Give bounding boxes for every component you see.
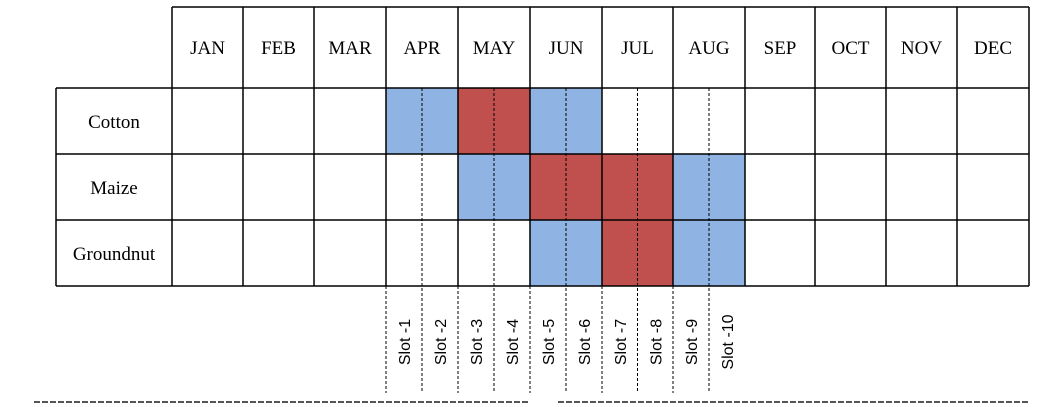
- month-header: OCT: [832, 38, 870, 59]
- table-grid: [55, 6, 1030, 393]
- blue-slot-cell: [494, 154, 530, 220]
- blue-slot-cell: [673, 220, 709, 286]
- blue-slot-cell: [673, 154, 709, 220]
- blue-slot-cell: [422, 88, 458, 154]
- blue-slot-cell: [566, 88, 602, 154]
- month-header: JUN: [549, 38, 584, 59]
- month-headers: JAN FEB MAR APR MAY JUN JUL AUG SEP OCT NOV DEC: [190, 38, 1012, 59]
- slot-label: Slot -4: [505, 319, 522, 365]
- crop-label: Cotton: [88, 112, 140, 133]
- month-header: MAR: [328, 38, 372, 59]
- blue-slot-cell: [530, 220, 566, 286]
- crop-label: Maize: [90, 178, 137, 199]
- month-header: SEP: [764, 38, 797, 59]
- slot-label: Slot -9: [684, 319, 701, 365]
- month-header: MAY: [473, 38, 516, 59]
- blue-slot-cell: [386, 88, 422, 154]
- slot-fills: [386, 88, 745, 286]
- month-header: FEB: [261, 38, 296, 59]
- crop-labels: Cotton Maize Groundnut: [73, 112, 156, 265]
- slot-label: Slot -8: [648, 319, 665, 365]
- red-slot-cell: [637, 220, 673, 286]
- slot-label: Slot -1: [397, 319, 414, 365]
- slot-label: Slot -5: [541, 319, 558, 365]
- slot-label: Slot -10: [720, 314, 737, 369]
- slot-label: Slot -2: [433, 319, 450, 365]
- crop-label: Groundnut: [73, 244, 156, 265]
- month-header: DEC: [974, 38, 1012, 59]
- slot-labels: Slot -1 Slot -2 Slot -3 Slot -4 Slot -5 Slot …: [397, 314, 737, 369]
- month-header: JAN: [190, 38, 225, 59]
- month-header: AUG: [688, 38, 729, 59]
- blue-slot-cell: [709, 154, 745, 220]
- month-header: APR: [404, 38, 441, 59]
- month-header: JUL: [621, 38, 654, 59]
- red-slot-cell: [494, 88, 530, 154]
- slot-label: Slot -6: [577, 319, 594, 365]
- red-slot-cell: [602, 154, 638, 220]
- blue-slot-cell: [566, 220, 602, 286]
- month-header: NOV: [901, 38, 942, 59]
- red-slot-cell: [637, 154, 673, 220]
- blue-slot-cell: [458, 154, 494, 220]
- slot-label: Slot -3: [469, 319, 486, 365]
- red-slot-cell: [602, 220, 638, 286]
- red-slot-cell: [458, 88, 494, 154]
- blue-slot-cell: [709, 220, 745, 286]
- slot-label: Slot -7: [613, 319, 630, 365]
- red-slot-cell: [530, 154, 566, 220]
- red-slot-cell: [566, 154, 602, 220]
- blue-slot-cell: [530, 88, 566, 154]
